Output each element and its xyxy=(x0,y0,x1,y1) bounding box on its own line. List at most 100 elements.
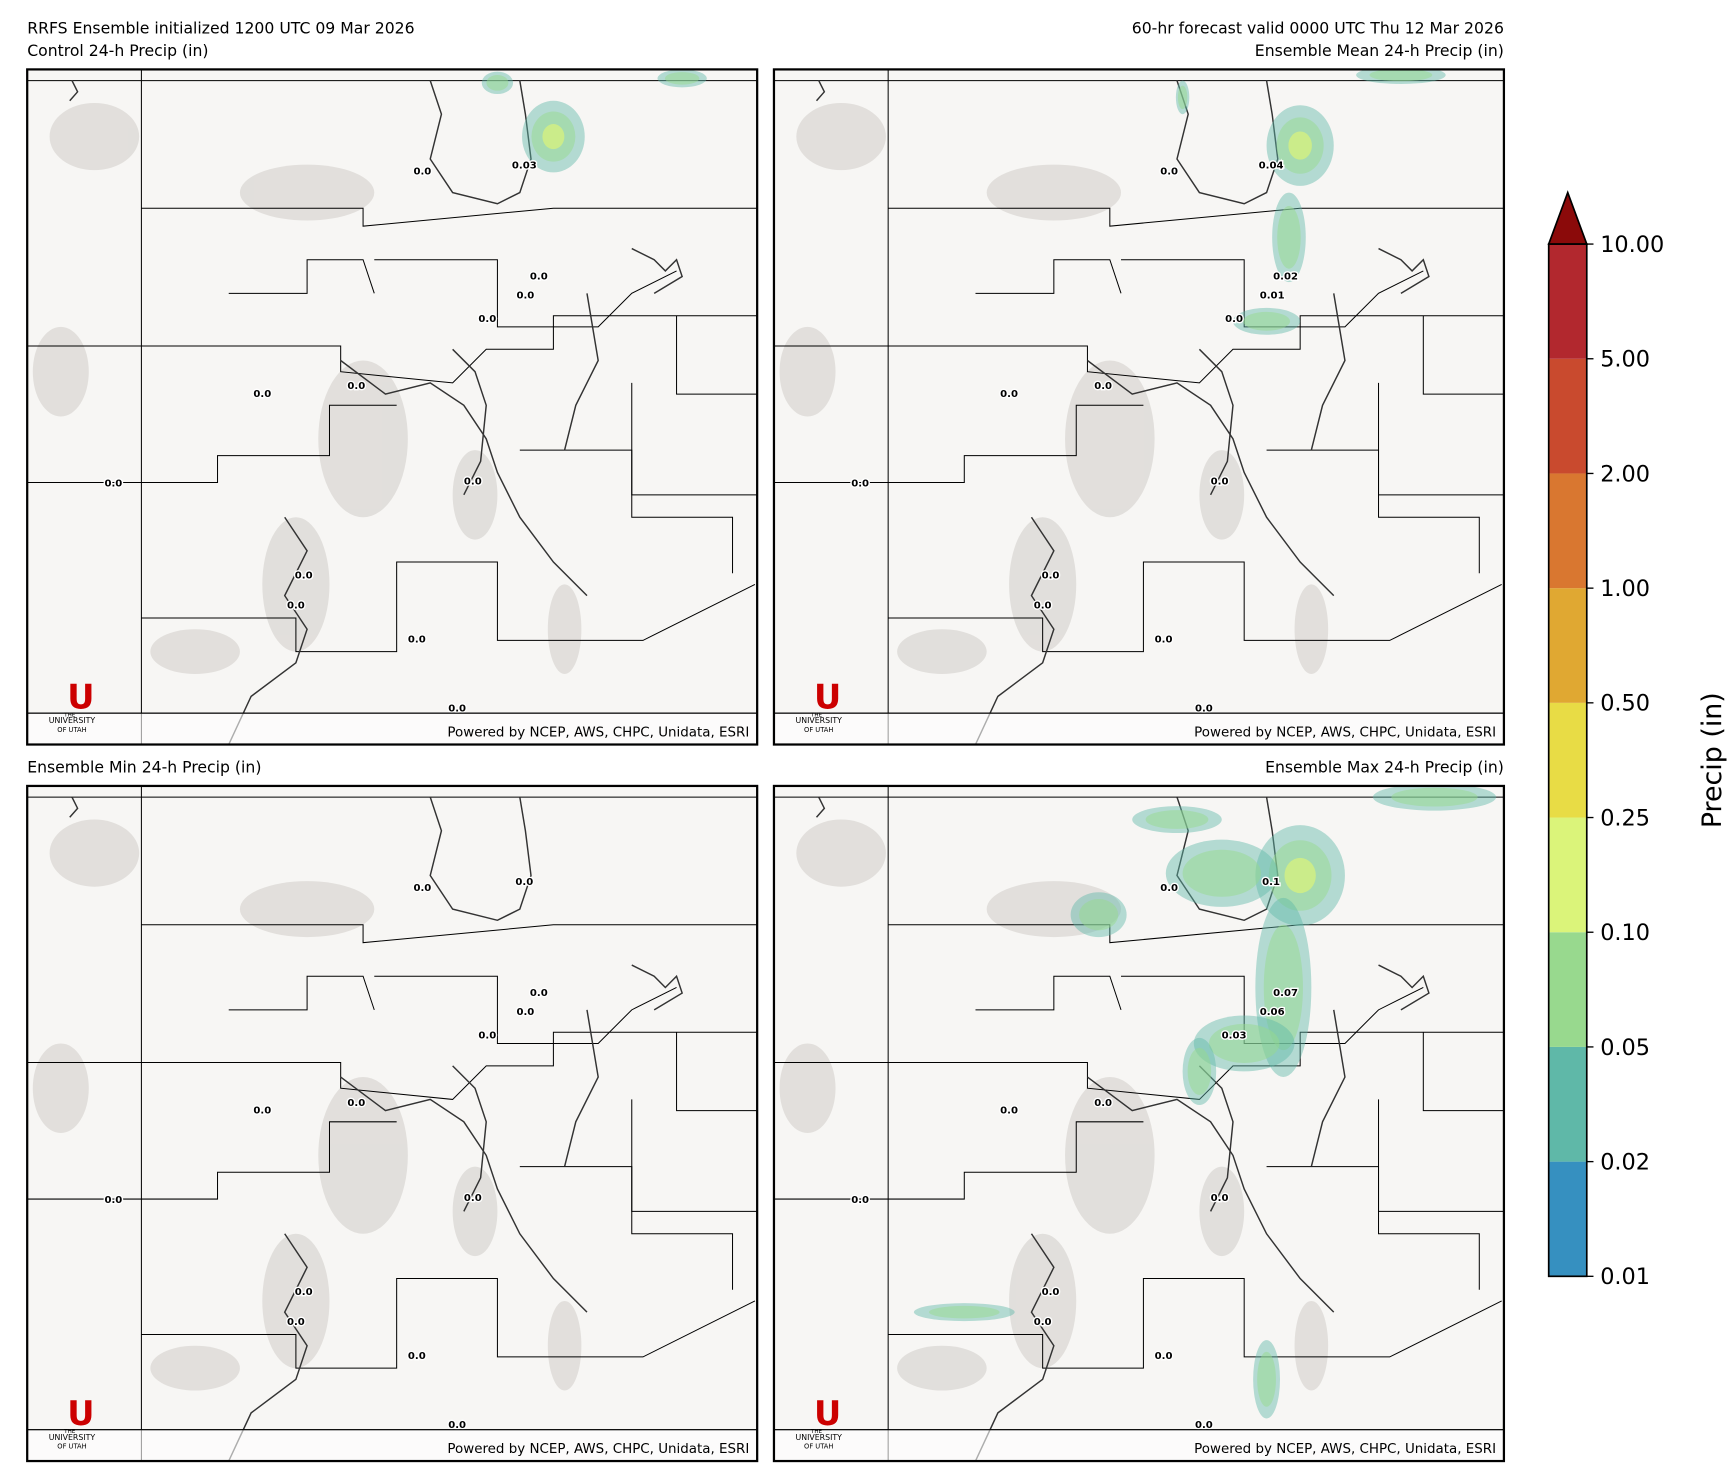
station-value: 0.0 xyxy=(515,877,533,888)
precip-area xyxy=(1257,1351,1276,1407)
precip-area xyxy=(1145,810,1209,829)
station-value: 0.03 xyxy=(512,161,537,172)
station-value: 0.0 xyxy=(1000,389,1018,400)
map-panel: 0.00.040.020.010.00.00.00.0 0.00.00.00.00… xyxy=(773,69,1504,745)
header-right: 60-hr forecast valid 0000 UTC Thu 12 Mar… xyxy=(1132,19,1504,38)
station-value: 0.0 xyxy=(1160,883,1178,894)
logo-mark: U xyxy=(814,678,841,717)
logo-text: OF UTAH xyxy=(804,726,833,734)
station-value: 0.07 xyxy=(1273,988,1298,999)
credit: Powered by NCEP, AWS, CHPC, Unidata, ESR… xyxy=(447,1442,749,1457)
station-value: 0.0 xyxy=(464,476,482,487)
panel-title: Control 24-h Precip (in) xyxy=(27,41,208,60)
station-value: 0.0 xyxy=(1034,601,1052,612)
station-value: 0.0 xyxy=(1225,314,1243,325)
precip-core xyxy=(1288,131,1312,160)
station-value: 0.0 xyxy=(464,1193,482,1204)
panel-title: Ensemble Max 24-h Precip (in) xyxy=(1265,758,1504,777)
station-value: 0.03 xyxy=(1222,1031,1247,1042)
station-value: 0.0 xyxy=(408,634,426,645)
panel-frame xyxy=(772,68,1506,746)
logo-text: OF UTAH xyxy=(804,1443,833,1451)
colorbar-tick-label: 5.00 xyxy=(1600,347,1650,373)
station-value: 0.02 xyxy=(1273,272,1298,283)
precip-area xyxy=(1177,85,1188,110)
precip-area xyxy=(1391,787,1478,807)
precip-area xyxy=(1263,924,1303,1051)
station-value: 0.0 xyxy=(1155,634,1173,645)
station-value: 0.0 xyxy=(516,1007,534,1018)
station-value: 0.0 xyxy=(347,381,365,392)
colorbar-tick-label: 0.01 xyxy=(1600,1264,1650,1290)
footer-bar xyxy=(773,1429,1504,1462)
colorbar-tick-label: 0.25 xyxy=(1600,805,1650,831)
station-value: 0.0 xyxy=(253,1106,271,1117)
colorbar-segment xyxy=(1548,588,1587,703)
colorbar-segment xyxy=(1548,702,1587,818)
logo-text: UNIVERSITY xyxy=(795,1433,842,1442)
station-value: 0.0 xyxy=(104,479,122,490)
station-value: 0.0 xyxy=(851,479,869,490)
logo-text: OF UTAH xyxy=(57,726,86,734)
panel-frame xyxy=(26,68,759,746)
station-value: 0.0 xyxy=(851,1195,869,1206)
precip-area xyxy=(1208,1023,1280,1064)
colorbar-tick-label: 0.50 xyxy=(1600,691,1650,717)
station-value: 0.0 xyxy=(287,1317,305,1328)
logo-text: THE xyxy=(63,1429,76,1435)
footer-bar xyxy=(27,713,758,745)
colorbar-tick-label: 0.10 xyxy=(1600,920,1650,946)
station-value: 0.0 xyxy=(1034,1317,1052,1328)
precip-area xyxy=(1243,311,1291,331)
logo-text: OF UTAH xyxy=(57,1443,86,1451)
colorbar-tick-label: 2.00 xyxy=(1600,461,1650,487)
basemap xyxy=(773,785,1504,1462)
precip-area xyxy=(486,75,509,91)
colorbar-segment xyxy=(1548,932,1587,1047)
station-value: 0.0 xyxy=(1211,476,1229,487)
colorbar-segment xyxy=(1548,358,1587,474)
colorbar-segment xyxy=(1548,1161,1587,1277)
map-panel: 0.00.030.00.00.00.00.00.0 0.00.00.00.00.0… xyxy=(27,69,758,745)
station-value: 0.0 xyxy=(478,314,496,325)
precip-area xyxy=(1369,69,1433,82)
basemap xyxy=(773,69,1504,745)
station-value: 0.0 xyxy=(295,570,313,581)
logo-text: THE xyxy=(810,713,823,719)
station-value: 0.0 xyxy=(104,1195,122,1206)
station-value: 0.04 xyxy=(1259,161,1284,172)
precip-area xyxy=(1182,849,1261,897)
precip-area xyxy=(929,1305,1000,1319)
station-value: 0.0 xyxy=(1094,1098,1112,1109)
station-value: 0.0 xyxy=(1042,570,1060,581)
footer-bar xyxy=(27,1429,758,1462)
precip-area xyxy=(664,72,700,85)
station-value: 0.0 xyxy=(1211,1193,1229,1204)
basemap xyxy=(27,69,758,745)
station-value: 0.0 xyxy=(478,1031,496,1042)
credit: Powered by NCEP, AWS, CHPC, Unidata, ESR… xyxy=(1194,726,1496,741)
colorbar-label: Precip (in) xyxy=(1697,692,1728,828)
map-panel: 0.00.10.070.060.030.00.00.0 0.00.00.00.00… xyxy=(773,785,1504,1462)
logo-mark: U xyxy=(67,1394,94,1433)
logo-text: UNIVERSITY xyxy=(49,716,96,725)
station-value: 0.0 xyxy=(347,1098,365,1109)
station-value: 0.0 xyxy=(413,883,431,894)
station-value: 0.0 xyxy=(516,291,534,302)
panel-title: Ensemble Min 24-h Precip (in) xyxy=(27,758,261,777)
colorbar-segment xyxy=(1548,244,1587,359)
colorbar-segment xyxy=(1548,817,1587,933)
colorbar-tick-label: 1.00 xyxy=(1600,576,1650,602)
station-value: 0.0 xyxy=(1042,1287,1060,1298)
station-value: 0.0 xyxy=(1155,1351,1173,1362)
logo-mark: U xyxy=(814,1394,841,1433)
logo-text: UNIVERSITY xyxy=(49,1433,96,1442)
logo-text: UNIVERSITY xyxy=(795,716,842,725)
logo-text: THE xyxy=(810,1429,823,1435)
station-value: 0.0 xyxy=(530,272,548,283)
precip-area xyxy=(1079,899,1119,931)
colorbar-extend xyxy=(1547,190,1588,245)
header-left: RRFS Ensemble initialized 1200 UTC 09 Ma… xyxy=(27,19,414,38)
precip-area xyxy=(1277,206,1301,269)
